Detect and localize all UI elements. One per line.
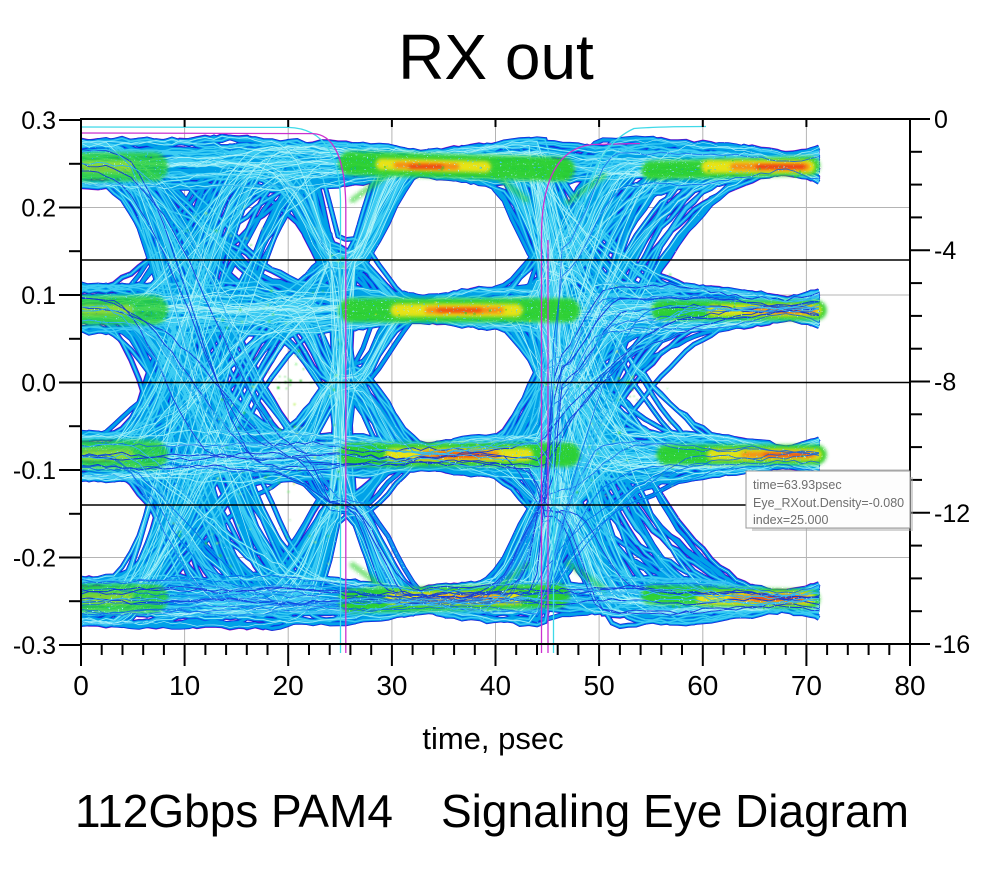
svg-text:-12: -12 <box>934 500 970 528</box>
svg-text:Eye_RXout.Density=-0.080: Eye_RXout.Density=-0.080 <box>753 496 904 510</box>
svg-text:time=63.93psec: time=63.93psec <box>753 478 842 492</box>
svg-text:0: 0 <box>934 106 948 134</box>
svg-text:index=25.000: index=25.000 <box>753 513 828 527</box>
svg-text:30: 30 <box>376 670 407 701</box>
svg-text:60: 60 <box>687 670 718 701</box>
svg-text:0.1: 0.1 <box>21 282 56 310</box>
svg-text:-0.2: -0.2 <box>13 545 56 573</box>
svg-text:112Gbps PAM4: 112Gbps PAM4 <box>75 785 393 837</box>
svg-text:-4: -4 <box>934 237 956 265</box>
svg-text:80: 80 <box>894 670 925 701</box>
svg-text:-0.1: -0.1 <box>13 457 56 485</box>
svg-text:70: 70 <box>791 670 822 701</box>
svg-text:0: 0 <box>73 670 89 701</box>
svg-text:time, psec: time, psec <box>422 721 563 756</box>
svg-text:-8: -8 <box>934 369 956 397</box>
svg-text:-0.3: -0.3 <box>13 632 56 660</box>
svg-text:40: 40 <box>480 670 511 701</box>
svg-text:0.3: 0.3 <box>21 107 56 135</box>
svg-text:0.0: 0.0 <box>21 370 56 398</box>
svg-text:10: 10 <box>169 670 200 701</box>
svg-text:-16: -16 <box>934 631 970 659</box>
svg-text:RX out: RX out <box>398 21 594 93</box>
svg-text:20: 20 <box>273 670 304 701</box>
svg-text:Signaling Eye Diagram: Signaling Eye Diagram <box>441 785 909 837</box>
svg-text:0.2: 0.2 <box>21 195 56 223</box>
svg-text:50: 50 <box>584 670 615 701</box>
